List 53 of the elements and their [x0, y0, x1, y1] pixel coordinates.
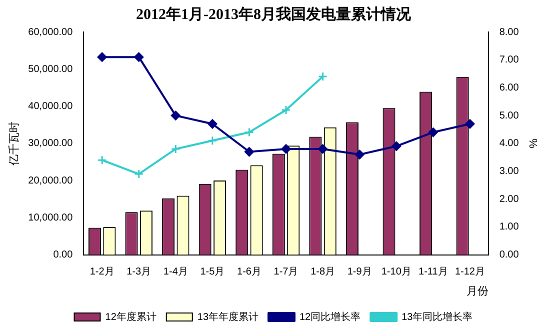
point [318, 72, 328, 82]
point [281, 105, 291, 115]
x-tick-label: 1-12月 [454, 266, 485, 278]
y2-tick-label: 5.00 [499, 110, 520, 122]
y-tick-label: 60,000.00 [28, 26, 74, 38]
point [244, 147, 254, 157]
point [244, 128, 254, 138]
point [318, 144, 328, 154]
x-tick-label: 1-8月 [310, 266, 336, 278]
y2-tick-label: 8.00 [499, 26, 520, 38]
x-tick-label: 1-9月 [347, 266, 372, 278]
y2-tick-label: 0.00 [499, 250, 520, 261]
x-tick-label: 1-11月 [418, 266, 448, 278]
y2-tick-label: 3.00 [499, 166, 520, 177]
y2-tick-label: 2.00 [499, 194, 520, 205]
y2-tick-label: 1.00 [499, 222, 520, 233]
y-tick-label: 50,000.00 [28, 64, 74, 75]
legend-label: 13年年度累计 [197, 310, 258, 323]
point [354, 150, 364, 160]
x-tick-label: 1-7月 [274, 266, 298, 278]
x-tick-label: 1-2月 [90, 266, 114, 278]
point [208, 119, 218, 129]
chart-title: 2012年1月-2013年8月我国发电量累计情况 [136, 6, 412, 23]
point [134, 52, 144, 62]
point [465, 119, 475, 129]
point [392, 141, 402, 151]
legend-label: 13年同比增长率 [402, 310, 473, 323]
y2-axis-title: % [526, 138, 538, 149]
point [170, 110, 180, 120]
x-tick-label: 1-3月 [126, 266, 152, 278]
y2-tick-label: 6.00 [499, 82, 520, 94]
point [428, 128, 438, 138]
x-tick-label: 1-6月 [237, 266, 262, 278]
y-tick-label: 20,000.00 [28, 175, 74, 186]
x-tick-label: 1-10月 [381, 266, 412, 278]
y-tick-label: 10,000.00 [28, 212, 74, 224]
point [97, 155, 107, 165]
y-tick-label: 0.00 [53, 250, 74, 261]
x-tick-label: 1-5月 [200, 266, 225, 278]
point [170, 144, 180, 154]
y2-tick-label: 4.00 [499, 138, 520, 150]
point [97, 52, 107, 62]
legend-label: 12年度累计 [105, 310, 156, 323]
x-tick-label: 1-4月 [163, 266, 188, 278]
point [208, 136, 218, 146]
y-tick-label: 30,000.00 [28, 138, 74, 150]
x-axis-title: 月份 [466, 285, 488, 298]
point [281, 144, 291, 154]
y-axis-title: 亿千瓦时 [8, 121, 21, 166]
point [134, 169, 144, 179]
y-tick-label: 40,000.00 [28, 101, 74, 112]
y2-tick-label: 7.00 [499, 54, 520, 66]
legend-label: 12同比增长率 [300, 310, 361, 323]
